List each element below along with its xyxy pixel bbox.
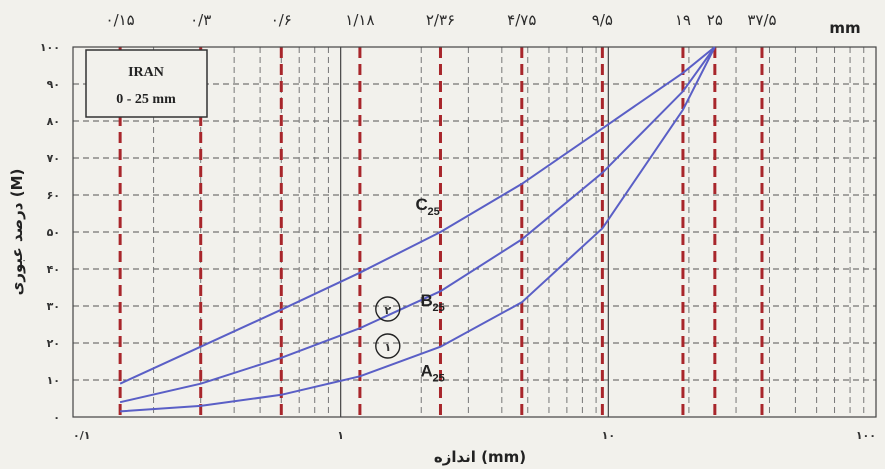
legend-line-2: 0 - 25 mm [116,92,176,107]
series-line-A [120,46,716,413]
curve-label-sub-A: 25 [432,372,444,384]
curve-label-sub-B: 25 [432,302,444,314]
sieve-label: ۹/۵ [592,11,613,29]
y-tick-label: ۴۰ [47,263,60,276]
y-tick-label: ۷۰ [47,152,60,165]
y-tick-label: ۲۰ [47,337,60,350]
circled-marker [375,296,401,322]
curve-label-A: A [420,361,432,380]
y-tick-label: ۱۰۰ [40,41,60,54]
circled-marker-label: ۱ [384,341,391,354]
y-tick-label: ۰ [53,411,60,424]
plot-area [72,46,877,418]
sieve-label: ۱۹ [675,11,691,29]
y-tick-label: ۳۰ [47,300,60,313]
curve-label-C: C [415,195,427,214]
sieve-label: ۲/۳۶ [426,11,455,29]
circled-marker-label: ۲ [384,304,391,317]
sieve-label: ۱/۱۸ [345,11,374,29]
y-axis-title: درصد عبوری (M) [8,169,26,296]
circled-marker [375,333,401,359]
sieve-label: ۴/۷۵ [507,11,536,29]
series-line-B [119,46,716,404]
top-unit-label: mm [829,19,860,37]
curve-label-sub-C: 25 [427,206,439,218]
x-tick-label: ۱ [337,429,344,442]
sieve-label: ۳۷/۵ [747,11,776,29]
sieve-label: ۰/۶ [271,11,292,29]
x-tick-label: ۱۰ [602,429,615,442]
y-tick-label: ۹۰ [47,78,60,91]
sieve-label: ۰/۳ [190,11,211,29]
y-tick-label: ۶۰ [47,189,60,202]
legend-box: IRAN 0 - 25 mm [85,49,208,118]
series-line-C [119,46,716,385]
y-tick-label: ۱۰ [47,374,60,387]
legend-line-1: IRAN [128,65,164,80]
curve-label-B: B [420,291,432,310]
sieve-label: ۲۵ [707,11,723,29]
sieve-label: ۰/۱۵ [106,11,135,29]
x-axis-title: اندازه (mm) [434,448,526,466]
y-tick-label: ۵۰ [47,226,60,239]
y-tick-label: ۸۰ [47,115,60,128]
x-tick-label: ۰/۱ [73,429,90,442]
x-tick-label: ۱۰۰ [856,429,876,442]
